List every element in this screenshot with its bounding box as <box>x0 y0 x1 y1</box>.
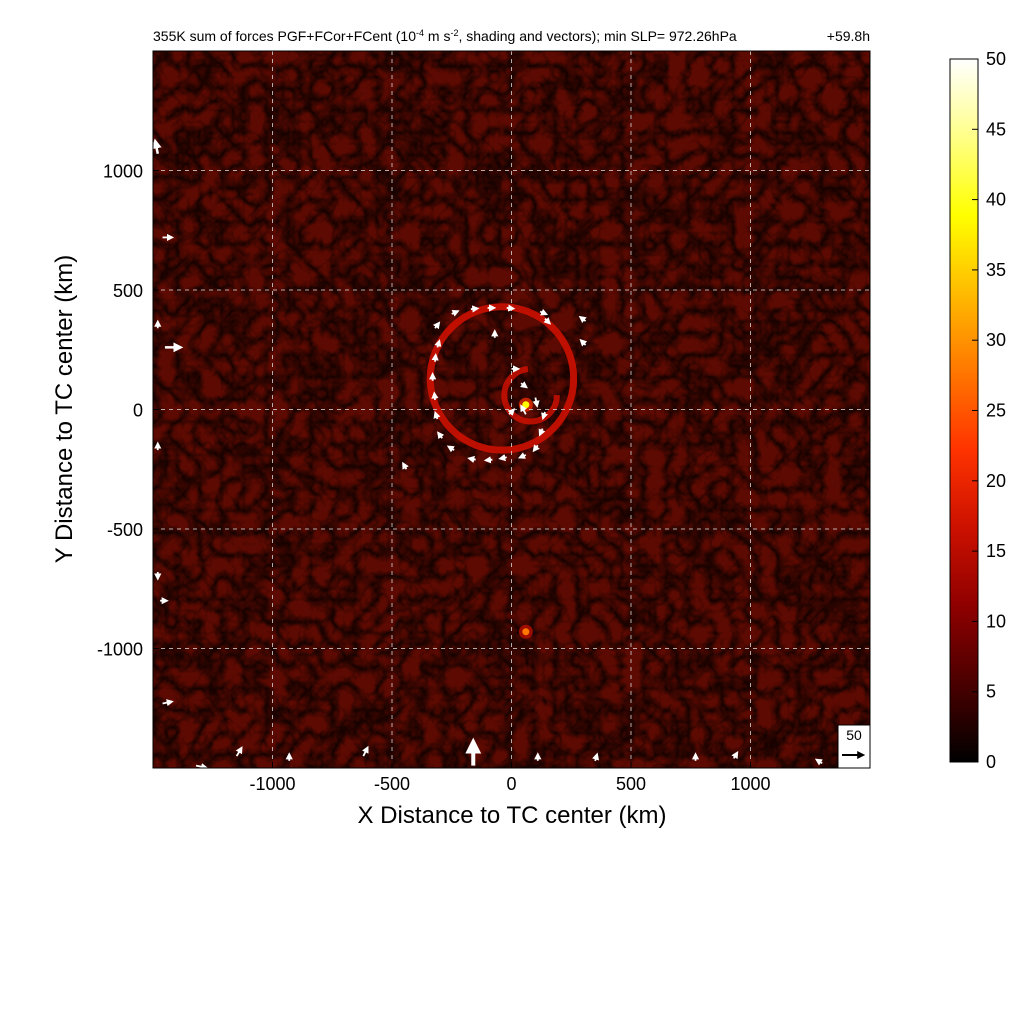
force-vector <box>431 353 439 362</box>
y-tick-label: 500 <box>113 281 143 301</box>
colorbar-tick-label: 30 <box>986 330 1006 350</box>
force-vector <box>579 338 588 347</box>
force-vector <box>402 461 409 470</box>
force-vector <box>520 381 528 389</box>
spiral-band-inner <box>501 365 560 425</box>
force-vector <box>446 445 455 453</box>
force-vector <box>433 321 441 330</box>
force-vector <box>467 455 476 463</box>
force-vector <box>498 454 507 462</box>
colorbar-tick-label: 40 <box>986 190 1006 210</box>
x-tick-label: 500 <box>616 774 646 794</box>
x-tick-label: 0 <box>506 774 516 794</box>
y-tick-label: 0 <box>133 401 143 421</box>
colorbar-tick-label: 0 <box>986 752 996 772</box>
reference-vector-key: 50 <box>837 724 871 769</box>
colorbar-tick-label: 25 <box>986 401 1006 421</box>
colorbar-tick-label: 35 <box>986 260 1006 280</box>
force-vector <box>153 138 162 155</box>
force-vector <box>235 746 243 757</box>
y-axis-label: Y Distance to TC center (km) <box>51 255 78 564</box>
force-vector <box>532 444 540 453</box>
y-tick-label: -500 <box>107 520 143 540</box>
x-tick-label: -1000 <box>249 774 295 794</box>
colorbar-tick-label: 20 <box>986 471 1006 491</box>
force-vector <box>507 408 516 416</box>
force-vector <box>451 310 460 317</box>
reference-vector-box <box>837 724 871 769</box>
force-vector <box>434 339 442 348</box>
colorbar-tick-label: 5 <box>986 682 996 702</box>
force-vector <box>483 456 493 464</box>
chart-title: 355K sum of forces PGF+FCor+FCent (10-4 … <box>153 28 737 44</box>
reference-vector-label: 50 <box>846 727 862 743</box>
x-axis: -1000 -500 0 500 1000 <box>249 762 771 794</box>
colorbar-tick-label: 50 <box>986 49 1006 69</box>
force-vector <box>538 428 546 437</box>
force-vector <box>517 452 527 459</box>
y-tick-label: -1000 <box>97 640 143 660</box>
force-vector <box>470 305 480 313</box>
y-tick-label: 1000 <box>103 162 143 182</box>
force-vector <box>506 304 516 312</box>
x-tick-label: -500 <box>374 774 410 794</box>
colorbar: 0 5 10 15 20 25 30 35 40 45 50 <box>949 49 1006 772</box>
colorbar-tick-label: 45 <box>986 119 1006 139</box>
hot-spot <box>522 628 530 636</box>
force-vector <box>520 404 527 415</box>
force-vector <box>162 699 174 707</box>
force-vector <box>437 431 445 440</box>
force-vector <box>731 751 739 760</box>
force-vector <box>578 315 587 324</box>
x-axis-label: X Distance to TC center (km) <box>358 802 667 829</box>
force-vector <box>814 758 823 766</box>
force-vector <box>541 411 548 421</box>
plot-area <box>153 51 870 768</box>
colorbar-ticks: 0 5 10 15 20 25 30 35 40 45 50 <box>972 49 1006 772</box>
colorbar-tick-label: 15 <box>986 541 1006 561</box>
force-vector <box>532 397 540 408</box>
force-vector <box>539 308 549 316</box>
force-vector <box>195 763 209 768</box>
x-tick-label: 1000 <box>730 774 770 794</box>
colorbar-tick-label: 10 <box>986 611 1006 631</box>
hot-spot <box>522 401 530 409</box>
force-vector <box>433 410 441 420</box>
force-vector <box>543 317 552 325</box>
force-vector <box>362 745 369 757</box>
time-label: +59.8h <box>827 28 870 44</box>
y-axis: 1000 500 0 -500 -1000 <box>97 162 159 660</box>
force-vector <box>592 752 600 762</box>
vector-field <box>153 138 823 768</box>
force-vector <box>431 391 439 401</box>
